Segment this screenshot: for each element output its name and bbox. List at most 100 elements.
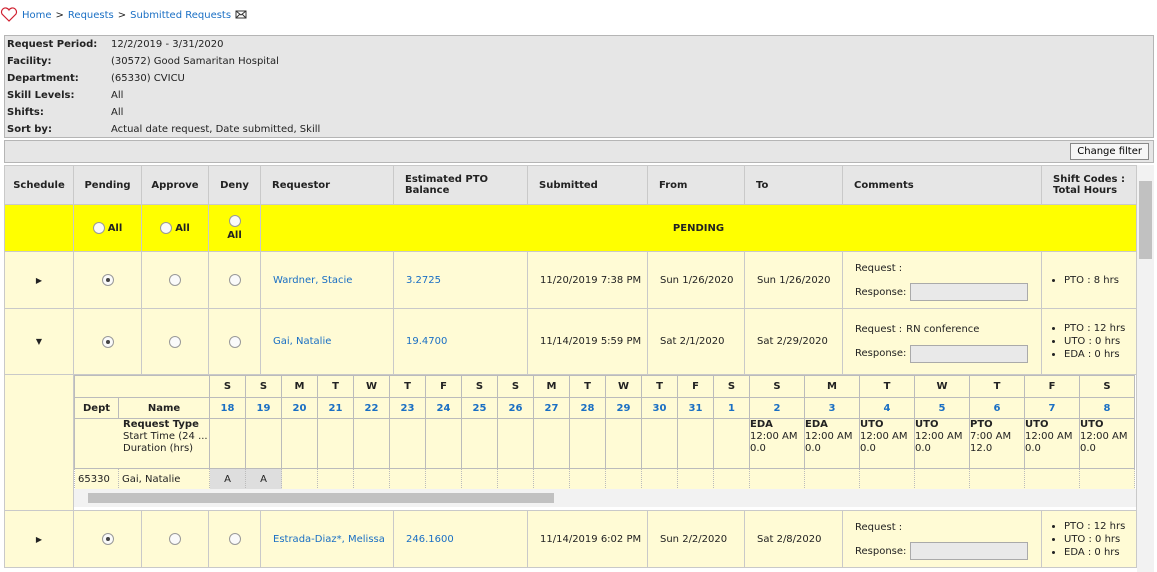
requestor-link[interactable]: Wardner, Stacie (273, 275, 352, 286)
pto-balance-link[interactable]: 19.4700 (406, 336, 447, 347)
pto-balance-link[interactable]: 3.2725 (406, 275, 441, 286)
submitted: 11/14/2019 6:02 PM (528, 511, 648, 568)
shift-start: 12:00 AM (805, 431, 859, 443)
cell: ▶ (5, 511, 74, 568)
filter-value: (30572) Good Samaritan Hospital (111, 56, 279, 67)
breadcrumb-link[interactable]: Submitted Requests (130, 10, 231, 21)
shift-type: PTO (970, 419, 1024, 431)
cell: SSMTWTFSSMTWTFSSMTWTFSDeptName1819202122… (74, 375, 1137, 511)
weekday: F (426, 376, 462, 398)
response-input[interactable] (910, 542, 1028, 560)
response: Response: (843, 280, 1041, 304)
radio[interactable] (229, 533, 241, 545)
comment-text: RN conference (906, 324, 979, 335)
radio[interactable] (93, 222, 105, 234)
shifts-cell: PTO : 12 hrsUTO : 0 hrsEDA : 0 hrs (1042, 309, 1137, 375)
weekday: M (282, 376, 318, 398)
response-label: Response: (855, 287, 906, 298)
all-label: All (175, 223, 190, 234)
day-code (642, 469, 678, 490)
weekday: S (714, 376, 750, 398)
date: 23 (390, 398, 426, 419)
radio[interactable] (102, 533, 114, 545)
detail-row: SSMTWTFSSMTWTFSSMTWTFSDeptName1819202122… (5, 375, 1137, 511)
to: Sat 2/8/2020 (745, 511, 843, 568)
cell (74, 252, 142, 309)
select-all-row: AllAllAllPENDING (5, 205, 1137, 252)
pto-balance-link[interactable]: 246.1600 (406, 534, 454, 545)
filter-row: Facility:(30572) Good Samaritan Hospital (7, 53, 279, 70)
breadcrumb-link[interactable]: Requests (68, 10, 114, 21)
comments-cell: Request :Response: (843, 511, 1042, 568)
column-header: From (648, 166, 745, 205)
shifts-cell: PTO : 8 hrs (1042, 252, 1137, 309)
shift-type: UTO (1025, 419, 1079, 431)
day-cell (642, 419, 678, 469)
cell (209, 309, 261, 375)
request-comment: Request : (843, 256, 1041, 280)
shift-type: EDA (805, 419, 859, 431)
weekday: S (462, 376, 498, 398)
radio[interactable] (229, 215, 241, 227)
date: 5 (915, 398, 970, 419)
day-code (498, 469, 534, 490)
breadcrumb: Home>Requests>Submitted Requests (0, 6, 247, 24)
radio[interactable] (160, 222, 172, 234)
scroll-thumb[interactable] (1139, 181, 1152, 259)
response-input[interactable] (910, 345, 1028, 363)
cell: All (142, 205, 209, 252)
day-cell (570, 419, 606, 469)
comments-cell: Request : Response: (843, 252, 1042, 309)
weekday: S (246, 376, 282, 398)
cell: Wardner, Stacie (261, 252, 394, 309)
email-icon[interactable] (235, 10, 247, 20)
breadcrumb-link[interactable]: Home (22, 10, 52, 21)
date: 25 (462, 398, 498, 419)
shift-duration: 0.0 (1080, 443, 1134, 455)
expand-toggle[interactable]: ▶ (36, 276, 42, 285)
change-filter-button[interactable]: Change filter (1070, 143, 1149, 160)
response-input[interactable] (910, 283, 1028, 301)
request-label: Request : (855, 522, 902, 533)
shifts-cell: PTO : 12 hrsUTO : 0 hrsEDA : 0 hrs (1042, 511, 1137, 568)
cell (5, 205, 74, 252)
cell: 3.2725 (394, 252, 528, 309)
request-row: ▶Wardner, Stacie3.272511/20/2019 7:38 PM… (5, 252, 1137, 309)
requestor-link[interactable]: Gai, Natalie (273, 336, 331, 347)
vertical-scrollbar[interactable] (1137, 165, 1154, 572)
radio[interactable] (229, 274, 241, 286)
cell (142, 511, 209, 568)
day-code (462, 469, 498, 490)
employee-row: 65330Gai, NatalieAA (75, 469, 1135, 490)
radio[interactable] (169, 533, 181, 545)
day-cell: UTO12:00 AM0.0 (915, 419, 970, 469)
request-row: ▶ Estrada-Diaz*, Melissa 246.1600 11/14/201… (5, 511, 1137, 568)
day-code (606, 469, 642, 490)
day-cell (390, 419, 426, 469)
day-cell: UTO12:00 AM0.0 (1080, 419, 1135, 469)
day-code (970, 469, 1025, 490)
request-label: Request : (855, 263, 902, 274)
cell (209, 511, 261, 568)
scroll-thumb[interactable] (88, 493, 554, 503)
day-code (534, 469, 570, 490)
requestor-link[interactable]: Estrada-Diaz*, Melissa (273, 534, 385, 545)
cell (5, 375, 74, 511)
radio[interactable] (102, 336, 114, 348)
shift-duration: 0.0 (915, 443, 969, 455)
heart-icon (0, 7, 18, 23)
radio[interactable] (169, 336, 181, 348)
shift-duration: 0.0 (750, 443, 804, 455)
expand-toggle[interactable]: ▼ (36, 337, 42, 346)
expand-toggle[interactable]: ▶ (36, 535, 42, 544)
radio[interactable] (169, 274, 181, 286)
radio[interactable] (229, 336, 241, 348)
horizontal-scrollbar[interactable] (74, 489, 1136, 507)
radio[interactable] (102, 274, 114, 286)
date: 22 (354, 398, 390, 419)
legend-line: Duration (hrs) (123, 443, 209, 455)
date: 1 (714, 398, 750, 419)
date: 29 (606, 398, 642, 419)
weekday-row: SSMTWTFSSMTWTFSSMTWTFS (75, 376, 1135, 398)
